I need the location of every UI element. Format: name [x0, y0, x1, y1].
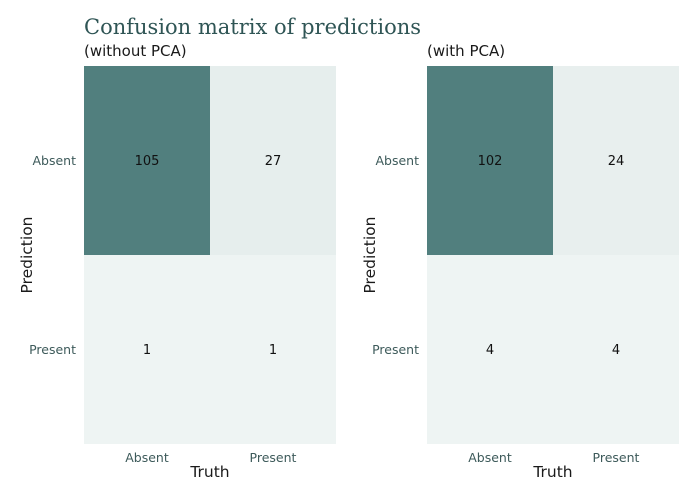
- x-tick-label: Absent: [125, 450, 169, 465]
- x-axis-title: Truth: [189, 463, 229, 481]
- chart-title: Confusion matrix of predictions: [84, 15, 421, 39]
- y-tick-label: Present: [372, 342, 419, 357]
- cell-value-label: 4: [612, 343, 620, 358]
- heatmap-cell: [427, 255, 553, 444]
- panel-1: (without PCA) 105 27 1 1 Absent Present Absent P…: [18, 42, 336, 481]
- y-axis-title: Prediction: [18, 216, 36, 293]
- y-tick-label: Absent: [32, 153, 76, 168]
- y-axis-title: Prediction: [361, 216, 379, 293]
- heatmap-cell: [210, 66, 336, 255]
- x-tick-label: Absent: [468, 450, 512, 465]
- x-tick-label: Present: [593, 450, 640, 465]
- heatmap-cell: [84, 255, 210, 444]
- cell-value-label: 27: [265, 154, 282, 169]
- heatmap-cell: [84, 66, 210, 255]
- cell-value-label: 24: [608, 154, 625, 169]
- heatmap-cell: [427, 66, 553, 255]
- cell-value-label: 4: [486, 343, 494, 358]
- panel-subtitle: (with PCA): [427, 42, 505, 60]
- cell-value-label: 1: [143, 343, 151, 358]
- heatmap-cell: [210, 255, 336, 444]
- cell-value-label: 1: [269, 343, 277, 358]
- x-axis-title: Truth: [532, 463, 572, 481]
- cell-value-label: 105: [135, 154, 160, 169]
- y-tick-label: Absent: [375, 153, 419, 168]
- panels: (without PCA) 105 27 1 1 Absent Present Absent P…: [18, 42, 679, 481]
- heatmap-cell: [553, 255, 679, 444]
- heatmap-cell: [553, 66, 679, 255]
- panel-2: (with PCA) 102 24 4 4 Absent Present Absent Pres…: [361, 42, 679, 481]
- y-tick-label: Present: [29, 342, 76, 357]
- panel-subtitle: (without PCA): [84, 42, 187, 60]
- x-tick-label: Present: [250, 450, 297, 465]
- cell-value-label: 102: [478, 154, 503, 169]
